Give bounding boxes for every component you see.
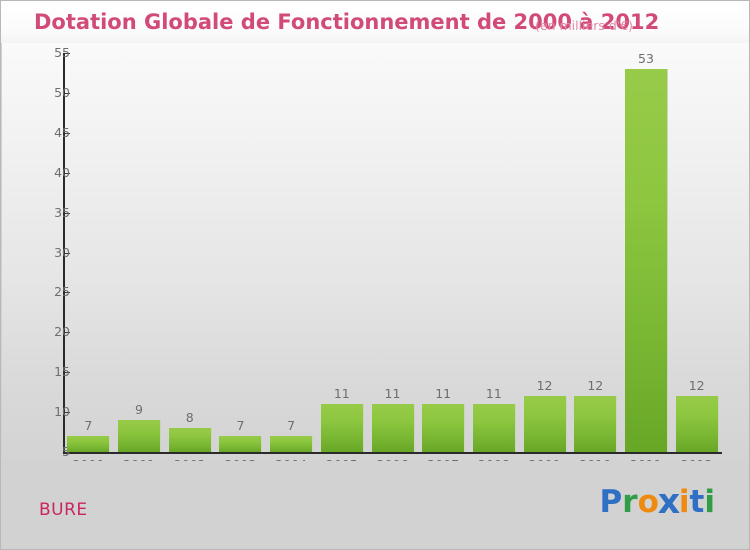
y-axis-tick: 55 <box>2 45 70 60</box>
y-axis-tick-label: 25 <box>54 284 70 300</box>
bar-value-label: 53 <box>638 50 654 66</box>
y-axis-tick-mark <box>65 292 70 294</box>
proxiti-logo[interactable]: Proxiti <box>599 481 715 523</box>
bar[interactable] <box>472 404 516 452</box>
bar[interactable] <box>270 436 314 452</box>
bar-value-label: 11 <box>384 386 401 402</box>
logo-letter: i <box>704 484 715 520</box>
bar[interactable] <box>320 404 364 452</box>
y-axis-tick-mark <box>65 212 70 214</box>
logo-letter: x <box>657 481 681 523</box>
y-axis-tick-label: 15 <box>54 364 70 380</box>
bar[interactable] <box>168 428 212 452</box>
y-axis-tick-mark <box>65 252 70 254</box>
y-axis-tick-label: 5 <box>62 444 70 459</box>
y-axis-tick-mark <box>65 332 70 334</box>
chart-footer: BURE Proxiti <box>2 461 749 549</box>
bar[interactable] <box>67 436 111 452</box>
y-axis-tick: 40 <box>2 165 70 180</box>
y-axis-tick: 15 <box>2 364 70 379</box>
y-axis-tick-label: 10 <box>54 404 70 420</box>
y-axis-line <box>63 53 65 453</box>
bar-value-label: 7 <box>287 418 296 434</box>
x-axis-line <box>63 452 722 454</box>
chart-units-subtitle: (en milliers d'€) <box>535 18 634 33</box>
chart-header: Dotation Globale de Fonctionnement de 20… <box>1 1 749 43</box>
y-axis-tick: 10 <box>2 404 70 419</box>
y-axis-tick: 35 <box>2 205 70 220</box>
chart-plot-area: 5 10 15 20 25 30 35 40 45 50 55 7 9 8 7 7 11 11 11 11 12 12 5… <box>2 43 749 472</box>
y-axis-tick-mark <box>65 92 70 94</box>
bar[interactable] <box>624 68 668 452</box>
y-axis-tick: 30 <box>2 245 70 260</box>
page-title: Dotation Globale de Fonctionnement de 20… <box>34 10 660 34</box>
y-axis-tick-label: 20 <box>54 324 70 340</box>
y-axis-tick-mark <box>65 132 70 134</box>
y-axis-tick: 25 <box>2 284 70 299</box>
y-axis-tick-label: 55 <box>54 45 70 60</box>
y-axis-tick-mark <box>65 172 70 174</box>
logo-letter: t <box>689 484 705 520</box>
y-axis-tick-label: 30 <box>54 244 70 260</box>
bar-value-label: 9 <box>135 402 143 418</box>
y-axis-tick: 45 <box>2 125 70 140</box>
y-axis-tick: 20 <box>2 324 70 339</box>
bar[interactable] <box>675 396 719 452</box>
y-axis-tick-mark <box>65 412 70 414</box>
y-axis-tick-mark <box>65 53 70 54</box>
y-axis-tick: 5 <box>2 444 70 459</box>
logo-letter: r <box>622 484 638 520</box>
y-axis-tick-label: 40 <box>54 164 70 180</box>
bar[interactable] <box>118 420 162 452</box>
y-axis-tick: 50 <box>2 85 70 100</box>
y-axis-tick-label: 50 <box>54 84 70 100</box>
bar[interactable] <box>422 404 466 452</box>
bar-value-label: 11 <box>485 386 502 402</box>
bar-value-label: 7 <box>236 418 245 434</box>
bar-value-label: 12 <box>587 378 604 394</box>
bar-value-label: 11 <box>333 386 350 402</box>
bar-value-label: 11 <box>435 386 452 402</box>
bar[interactable] <box>219 436 263 452</box>
bar[interactable] <box>371 404 415 452</box>
bar-value-label: 12 <box>536 378 553 394</box>
logo-letter: i <box>678 484 690 520</box>
logo-letter: o <box>637 484 659 520</box>
y-axis-tick-label: 45 <box>54 124 70 140</box>
logo-letter: P <box>599 484 623 520</box>
entity-name-label: BURE <box>39 500 88 520</box>
y-axis-tick-mark <box>65 452 70 453</box>
bar[interactable] <box>523 396 567 452</box>
bar-value-label: 12 <box>688 378 705 394</box>
bar[interactable] <box>574 396 618 452</box>
y-axis-tick-label: 35 <box>54 204 70 220</box>
bar-value-label: 7 <box>84 418 93 434</box>
y-axis-tick-mark <box>65 372 70 374</box>
bar-value-label: 8 <box>185 410 194 426</box>
